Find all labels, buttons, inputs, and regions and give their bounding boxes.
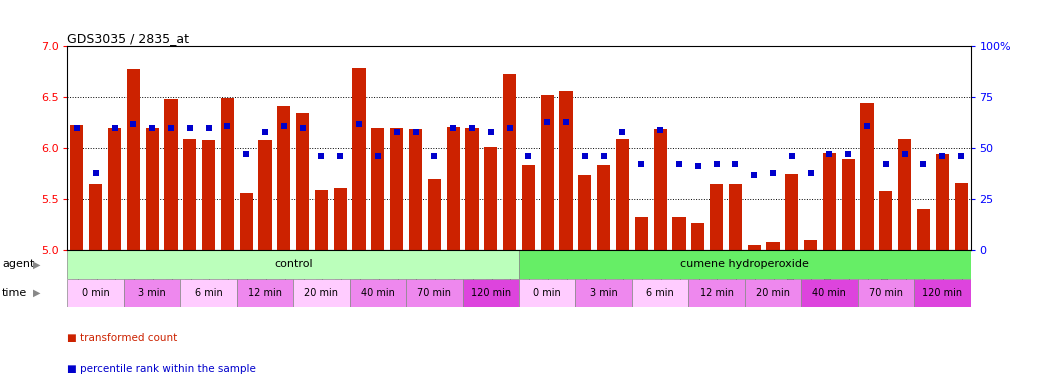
Text: GDS3035 / 2835_at: GDS3035 / 2835_at	[67, 32, 190, 45]
Text: 120 min: 120 min	[922, 288, 962, 298]
Bar	[632, 279, 688, 307]
Bar	[350, 279, 406, 307]
Bar	[634, 217, 648, 250]
Bar	[67, 279, 124, 307]
Bar	[673, 217, 685, 250]
Bar	[955, 183, 967, 250]
Bar	[428, 179, 441, 250]
Bar	[804, 240, 817, 250]
Bar	[861, 103, 874, 250]
Bar	[842, 159, 855, 250]
Bar	[463, 279, 519, 307]
Text: 3 min: 3 min	[590, 288, 618, 298]
Bar	[616, 139, 629, 250]
Text: agent: agent	[2, 259, 34, 269]
Bar	[654, 129, 666, 250]
Text: cumene hydroperoxide: cumene hydroperoxide	[680, 259, 810, 269]
Bar	[522, 166, 535, 250]
Bar	[917, 209, 930, 250]
Text: 12 min: 12 min	[700, 288, 734, 298]
Text: ■ percentile rank within the sample: ■ percentile rank within the sample	[67, 364, 256, 374]
Bar	[801, 279, 857, 307]
Bar	[124, 279, 181, 307]
Bar	[446, 127, 460, 250]
Bar	[575, 279, 632, 307]
Text: 0 min: 0 min	[82, 288, 110, 298]
Bar	[390, 127, 404, 250]
Bar	[296, 113, 309, 250]
Text: ▶: ▶	[33, 259, 40, 269]
Bar	[879, 191, 893, 250]
Bar	[240, 193, 253, 250]
Text: 20 min: 20 min	[304, 288, 338, 298]
Bar	[578, 175, 592, 250]
Bar	[409, 129, 422, 250]
Bar	[127, 68, 140, 250]
Bar	[258, 140, 272, 250]
Bar	[277, 106, 291, 250]
Text: 40 min: 40 min	[813, 288, 846, 298]
Bar	[181, 279, 237, 307]
Bar	[857, 279, 914, 307]
Text: 3 min: 3 min	[138, 288, 166, 298]
Bar	[935, 154, 949, 250]
Text: 70 min: 70 min	[869, 288, 903, 298]
Bar	[914, 279, 971, 307]
Bar	[559, 91, 573, 250]
Bar	[108, 127, 121, 250]
Text: 120 min: 120 min	[470, 288, 511, 298]
Text: 20 min: 20 min	[756, 288, 790, 298]
Bar	[202, 140, 215, 250]
Bar	[766, 242, 780, 250]
Bar	[237, 279, 294, 307]
Bar	[67, 250, 519, 279]
Text: 6 min: 6 min	[195, 288, 222, 298]
Bar	[519, 279, 575, 307]
Text: time: time	[2, 288, 27, 298]
Bar	[898, 139, 911, 250]
Bar	[293, 279, 350, 307]
Bar	[785, 174, 798, 250]
Bar	[89, 184, 103, 250]
Bar	[353, 68, 365, 250]
Bar	[597, 166, 610, 250]
Bar	[221, 98, 234, 250]
Bar	[823, 153, 836, 250]
Bar	[503, 74, 516, 250]
Bar	[745, 279, 801, 307]
Bar	[372, 127, 384, 250]
Text: 0 min: 0 min	[534, 288, 562, 298]
Bar	[465, 127, 479, 250]
Text: 40 min: 40 min	[361, 288, 394, 298]
Bar	[710, 184, 723, 250]
Text: 6 min: 6 min	[647, 288, 674, 298]
Bar	[729, 184, 742, 250]
Bar	[145, 127, 159, 250]
Bar	[315, 190, 328, 250]
Bar	[519, 250, 971, 279]
Bar	[333, 188, 347, 250]
Bar	[164, 99, 177, 250]
Bar	[406, 279, 463, 307]
Text: 70 min: 70 min	[417, 288, 452, 298]
Bar	[71, 125, 83, 250]
Text: 12 min: 12 min	[248, 288, 282, 298]
Bar	[688, 279, 745, 307]
Bar	[484, 147, 497, 250]
Bar	[747, 245, 761, 250]
Text: control: control	[274, 259, 312, 269]
Bar	[541, 95, 554, 250]
Text: ■ transformed count: ■ transformed count	[67, 333, 177, 343]
Bar	[183, 139, 196, 250]
Bar	[691, 223, 705, 250]
Text: ▶: ▶	[33, 288, 40, 298]
